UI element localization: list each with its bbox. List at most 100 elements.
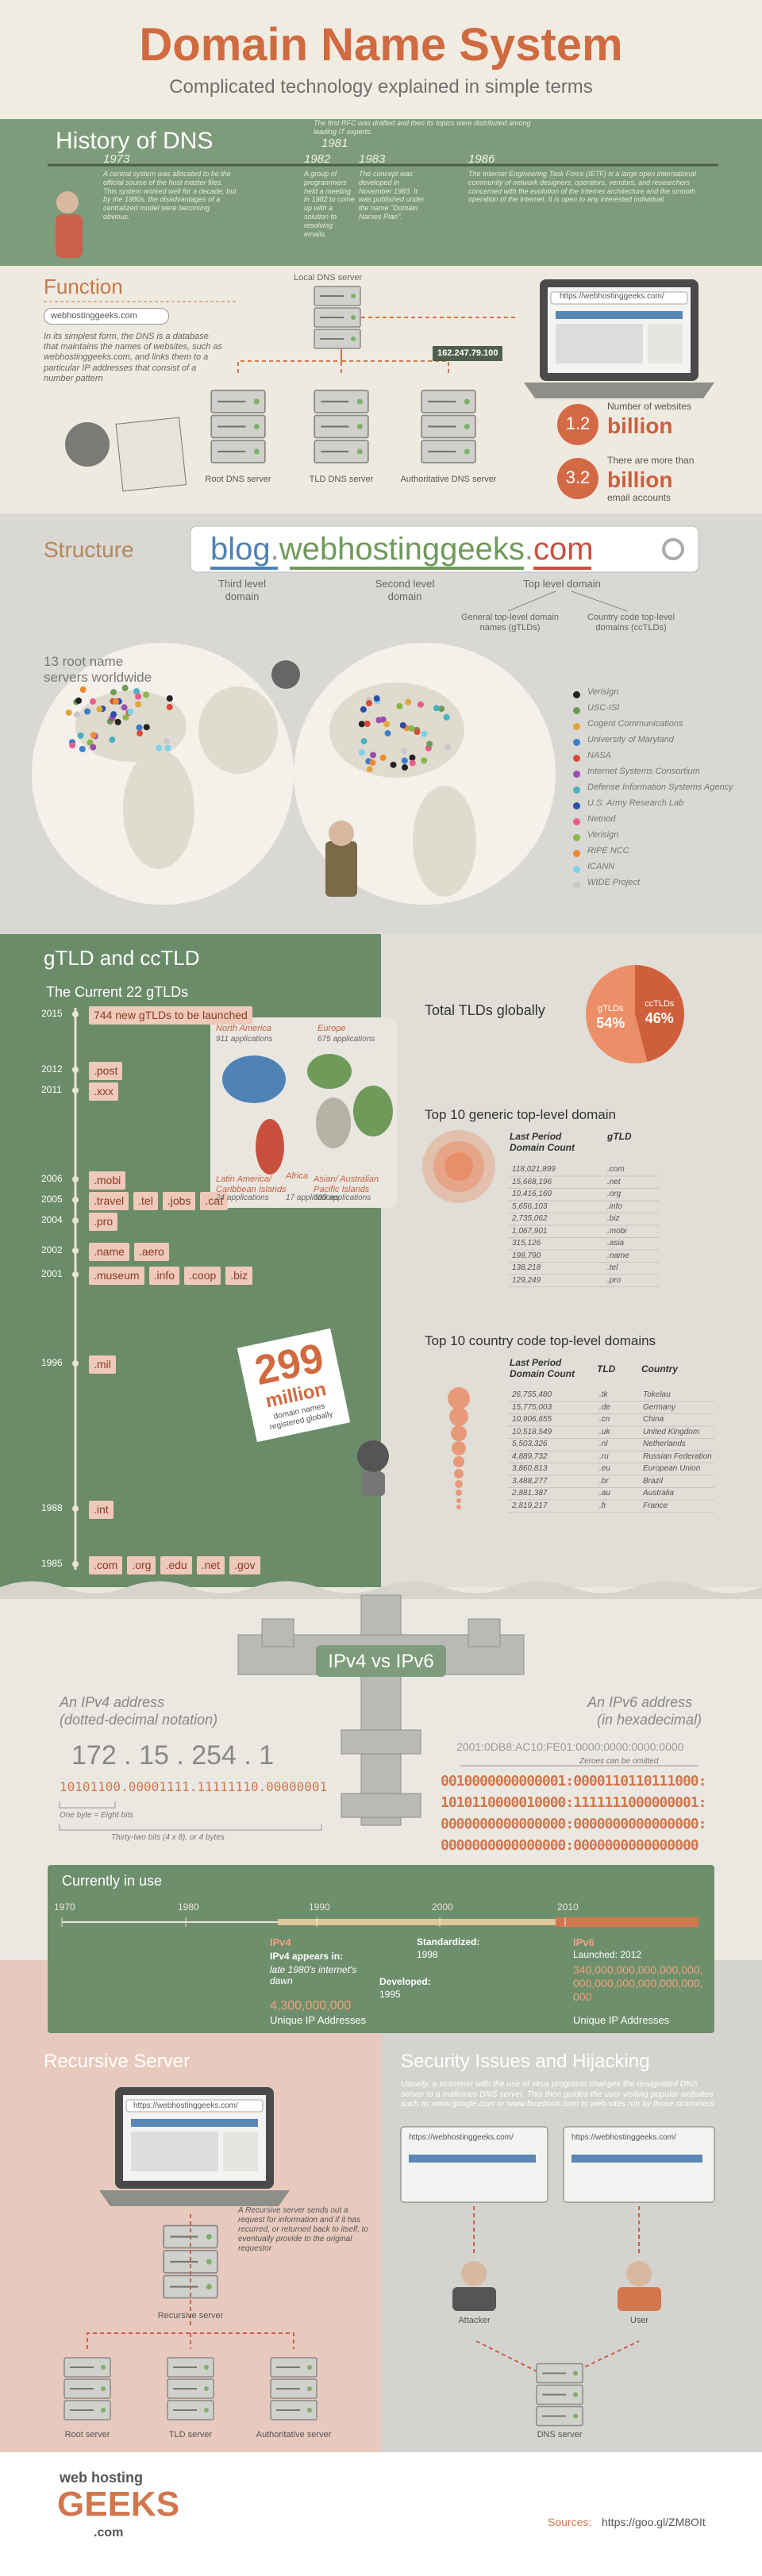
server-dot [87,739,94,746]
server-dot [109,736,116,744]
table-cell: 198,790 [512,1251,541,1260]
tag: .biz [225,1267,253,1285]
legend-swatch [573,723,580,730]
legend-entry: University of Maryland [587,735,674,744]
server-dot [77,732,84,739]
subheading: Total TLDs globally [425,1002,545,1018]
legend-swatch [573,834,580,841]
region-count: 911 applications [216,1035,273,1044]
server-label: Root DNS server [205,475,271,484]
tag: .mil [89,1355,116,1374]
event-text: A group of programmers held a meeting in… [304,170,356,238]
table-cell: .cn [599,1415,610,1424]
server-dot [164,744,171,752]
server-dot [166,695,173,702]
domain-part: . [270,532,279,567]
server-label: Local DNS server [294,273,363,283]
server-label: Authoritative server [256,2430,332,2440]
region-count: 17 applications [286,1194,339,1202]
tag-row: .mobi [89,1171,130,1190]
timeline-year: 2012 [41,1063,63,1075]
timeline-dot [72,1217,79,1224]
table-cell: Brazil [643,1476,664,1486]
tag: .pro [89,1213,118,1231]
table-cell: Russian Federation [643,1451,712,1461]
server-dot [421,757,428,764]
event-year: 1981 [321,136,348,150]
tag-row: 744 new gTLDs to be launched [89,1006,257,1025]
region-name: North America [216,1024,271,1033]
usage-text: Developed: [379,1976,431,1987]
server-dot [360,706,367,713]
table-cell: .ru [599,1451,609,1461]
table-cell: .pro [607,1275,622,1285]
table-cell: 2,819,217 [512,1501,548,1510]
level-label: Top level domain [523,578,601,590]
server-dot [438,706,445,713]
server-label: Root server [64,2430,110,2440]
sources-link[interactable]: https://goo.gl/ZM8OIt [602,2516,706,2528]
axis-label: 2000 [432,1901,453,1913]
level-label: Second level domain [375,578,435,602]
timeline-year: 2002 [41,1244,63,1255]
tag: 744 new gTLDs to be launched [89,1006,252,1025]
tag: .name [89,1243,129,1261]
ip-address: 172 . 15 . 254 . 1 [71,1740,275,1771]
tag: .tel [133,1192,158,1210]
legend-swatch [573,739,580,746]
region-name: Europe [318,1024,346,1033]
server-dot [137,729,144,736]
stat-label: Number of websites [607,401,692,412]
ip-note: Thirty-two bits (4 x 8), or 4 bytes [111,1833,225,1842]
pie-slice [635,965,684,1063]
legend-entry: USC-ISI [587,703,620,713]
server-dot [84,708,91,715]
tag-row: .museum .info .coop .biz [89,1267,257,1285]
ip-title: An IPv4 address [60,1694,165,1710]
table-cell: .au [599,1489,610,1498]
table-cell: .fr [599,1501,606,1510]
table-cell: .nl [599,1440,608,1448]
description: In its simplest form, the DNS is a datab… [44,332,223,383]
table-cell: .asia [607,1239,625,1248]
tag: .jobs [162,1192,196,1210]
table-cell: Germany [643,1402,676,1412]
timeline-dot [72,1176,79,1182]
timeline-year: 2011 [41,1084,62,1095]
region-name: Africa [286,1171,309,1181]
server-dot [359,749,366,756]
table-cell: .com [607,1165,625,1174]
pie-label: 54% [596,1015,625,1032]
tag: .travel [89,1192,129,1210]
server-dot [163,737,170,744]
table-cell: .uk [599,1427,610,1436]
usage-text: Standardized: [417,1936,480,1947]
server-dot [127,709,134,716]
url: https://webhostinggeeks.com/ [409,2133,514,2142]
pie-name: ccTLDs [645,998,675,1009]
table-header: Country [641,1363,678,1375]
axis-label: 2010 [557,1901,579,1913]
axis-label: 1990 [309,1901,330,1913]
server-dot [370,752,377,759]
table-header: Last Period Domain Count [510,1357,575,1380]
logo: .com [94,2526,124,2539]
server-dot [379,754,387,761]
ip-binary: 1010110000010000:1111111000000001: [441,1794,706,1811]
domain-part: webhostinggeeks [279,532,525,567]
table-cell: 2,881,387 [512,1489,548,1498]
legend-entry: NASA [587,751,611,760]
table-cell: .org [607,1190,622,1198]
table-cell: 26,755,480 [512,1390,552,1399]
server-dot [408,725,415,732]
event-year: 1973 [103,152,130,166]
table-cell: 10,906,655 [512,1415,552,1424]
subheading: Top 10 generic top-level domain [425,1107,616,1122]
tag-row: .travel .tel .jobs .cat [89,1192,233,1210]
timeline-dot [72,1087,79,1094]
event-year: 1983 [359,152,386,166]
timeline-year: 1988 [41,1502,63,1513]
stat-number: 3.2 [565,467,591,487]
ip-note: One byte = Eight bits [60,1811,134,1820]
event-text: The Internet Engineering Task Force (IET… [468,170,696,204]
